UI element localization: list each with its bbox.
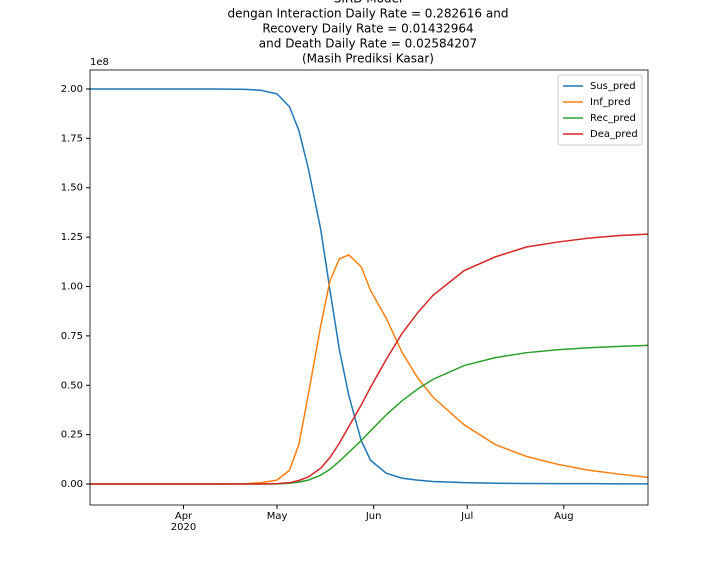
x-tick-label: Jun: [365, 511, 382, 522]
y-tick-label: 1.50: [61, 183, 83, 194]
x-year-label: 2020: [171, 522, 196, 533]
legend-label: Sus_pred: [590, 81, 636, 92]
y-tick-label: 0.75: [61, 331, 83, 342]
x-tick-label: Apr: [175, 511, 193, 522]
y-tick-label: 0.25: [61, 430, 83, 441]
chart-title: dengan Interaction Daily Rate = 0.282616…: [228, 7, 509, 21]
legend-box: [557, 74, 643, 146]
y-tick-label: 1.75: [61, 133, 83, 144]
y-tick-label: 2.00: [61, 84, 83, 95]
chart-title: Recovery Daily Rate = 0.01432964: [262, 22, 473, 36]
legend-label: Rec_pred: [590, 113, 636, 124]
line: [90, 233, 649, 485]
chart-title: SIRD Model: [334, 0, 403, 6]
plot-frame: [89, 69, 649, 506]
x-tick-label: Jul: [460, 511, 473, 522]
y-tick-label: 0.00: [61, 479, 83, 490]
y-offset-label: 1e8: [90, 57, 109, 68]
legend-label: Inf_pred: [590, 97, 631, 108]
chart-title: (Masih Prediksi Kasar): [302, 52, 434, 66]
y-tick-label: 1.00: [61, 282, 83, 293]
legend-label: Dea_pred: [590, 129, 638, 140]
y-tick-label: 0.50: [61, 380, 83, 391]
y-tick-label: 1.25: [61, 232, 83, 243]
x-tick-label: May: [267, 511, 288, 522]
x-tick-label: Aug: [554, 511, 574, 522]
line: [89, 254, 649, 485]
chart-title: and Death Daily Rate = 0.02584207: [259, 37, 477, 51]
